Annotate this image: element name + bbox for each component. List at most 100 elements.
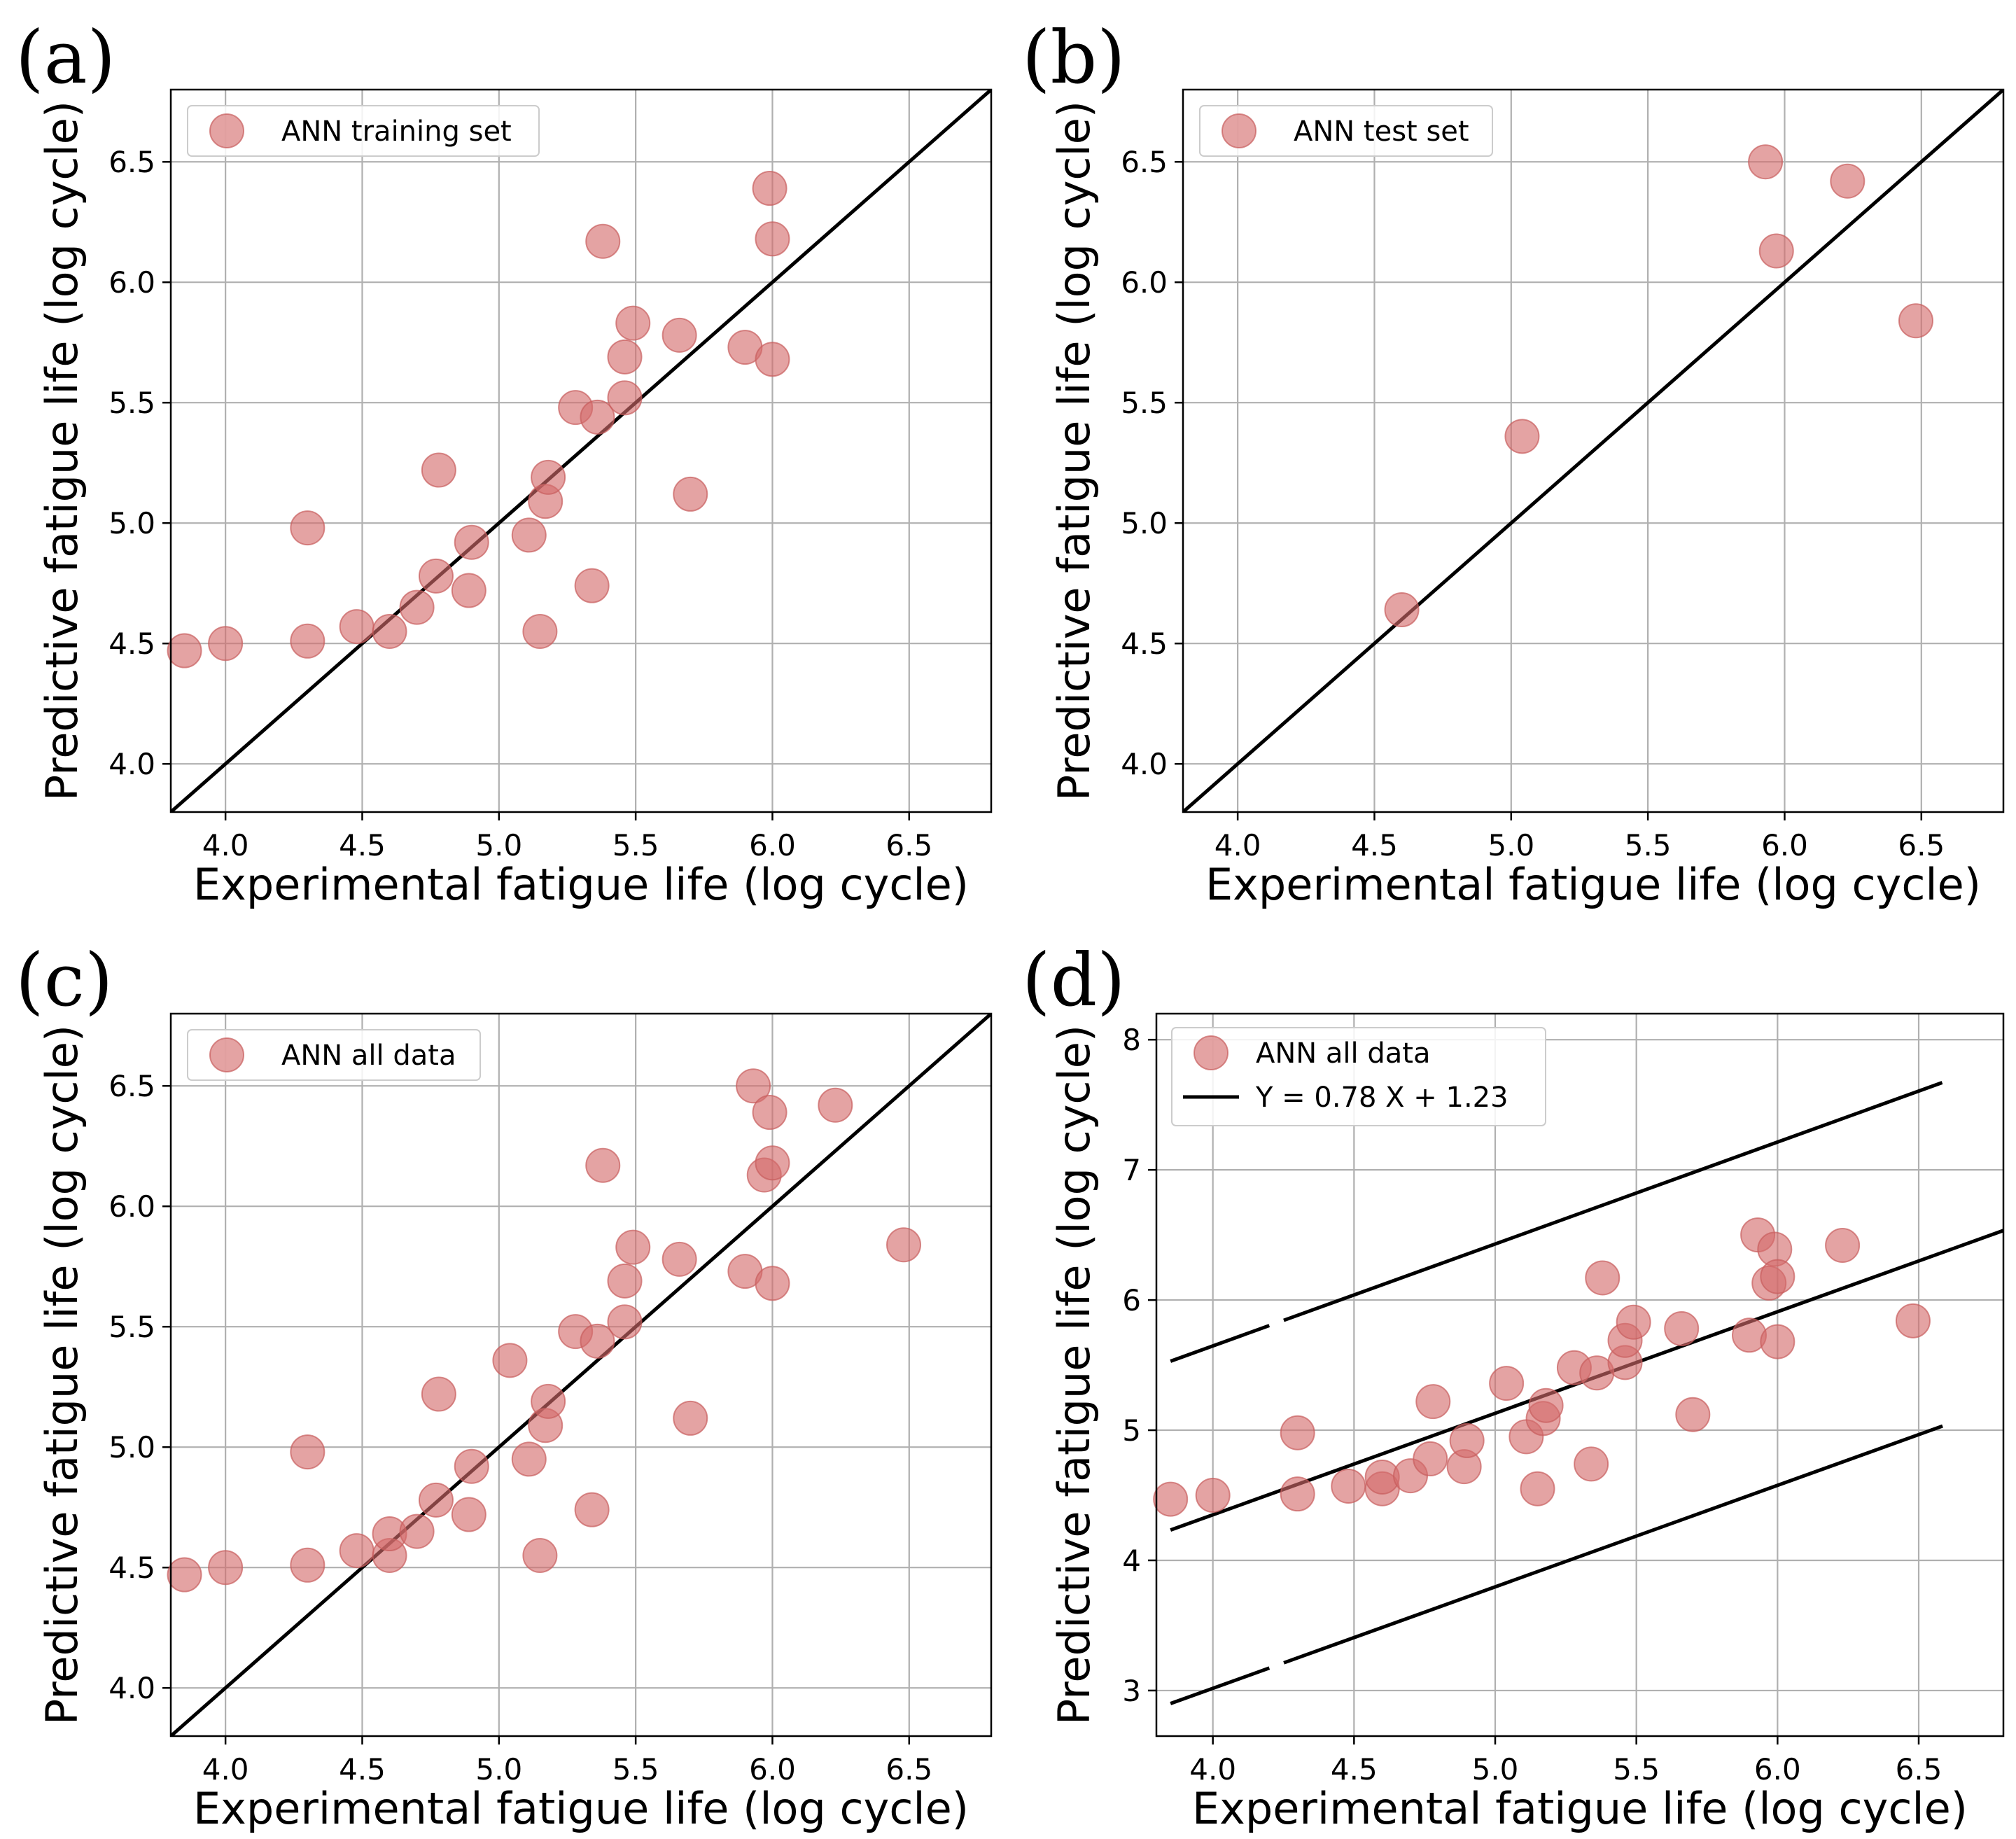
data-point — [607, 1304, 643, 1340]
data-point — [531, 459, 566, 495]
data-point — [1413, 1441, 1448, 1476]
panel-label: (c) — [15, 937, 113, 1023]
data-point — [290, 623, 326, 659]
identity-line — [171, 90, 991, 812]
data-point — [511, 517, 547, 553]
data-point — [1520, 1471, 1555, 1506]
y-tick-label: 4.0 — [108, 1671, 155, 1705]
data-point — [1574, 1446, 1609, 1482]
x-tick-label: 6.5 — [886, 828, 932, 862]
data-point — [1280, 1415, 1315, 1450]
x-tick-label: 4.5 — [339, 828, 386, 862]
data-point — [1528, 1387, 1564, 1423]
legend-marker — [1194, 1035, 1228, 1070]
data-point — [580, 1323, 615, 1359]
x-axis-label: Experimental fatigue life (log cycle) — [193, 859, 969, 910]
y-axis-label: Predictive fatigue life (log cycle) — [1049, 101, 1100, 801]
x-tick-label: 4.0 — [202, 1752, 249, 1786]
y-tick-label: 5.0 — [108, 1430, 155, 1464]
data-point — [574, 1492, 610, 1527]
panel-label: (b) — [1022, 15, 1126, 100]
x-tick-label: 4.5 — [1331, 1752, 1378, 1786]
data-point — [755, 1145, 790, 1181]
x-tick-label: 4.0 — [1189, 1752, 1236, 1786]
y-tick-label: 6.5 — [108, 145, 155, 179]
identity-line — [171, 1014, 991, 1736]
x-tick-label: 5.5 — [1613, 1752, 1660, 1786]
data-point — [1758, 233, 1794, 269]
data-point — [399, 589, 435, 625]
x-tick-label: 5.5 — [1625, 828, 1672, 862]
data-point — [451, 1497, 486, 1532]
data-point — [755, 342, 790, 377]
x-tick-label: 5.5 — [612, 1752, 659, 1786]
plot-frame — [169, 88, 993, 813]
plot-frame — [1155, 1012, 2005, 1737]
data-point — [339, 1533, 374, 1569]
data-point — [454, 524, 489, 560]
data-point — [607, 380, 643, 416]
data-point — [1504, 419, 1540, 454]
data-point — [290, 510, 326, 546]
panel-c: (c)4.0 4.5 5.0 5.5 6.0 6.54.04.55.05.56.06.5E… — [15, 937, 993, 1834]
data-point — [615, 1229, 651, 1265]
data-point — [511, 1441, 547, 1477]
x-tick-label: 4.0 — [202, 828, 249, 862]
data-point — [585, 223, 621, 259]
data-point — [1280, 1476, 1315, 1512]
y-tick-label: 6.5 — [108, 1069, 155, 1103]
y-tick-label: 4.0 — [1121, 747, 1168, 781]
data-point — [585, 1147, 621, 1183]
data-point — [531, 1383, 566, 1419]
data-point — [580, 399, 615, 435]
data-point — [662, 1241, 697, 1277]
y-tick-label: 8 — [1122, 1023, 1141, 1057]
legend-frame — [1199, 105, 1493, 157]
x-tick-label: 6.5 — [1898, 828, 1945, 862]
scatter-points — [1153, 1217, 1931, 1517]
y-tick-label: 7 — [1122, 1153, 1141, 1187]
data-point — [492, 1343, 528, 1378]
data-point — [818, 1087, 853, 1123]
data-point — [1331, 1468, 1366, 1504]
data-point — [1585, 1260, 1620, 1296]
data-point — [522, 1538, 558, 1573]
y-tick-label: 5.5 — [1121, 386, 1168, 420]
plot-lines — [171, 90, 991, 812]
panel-d: (d) 4.0 4.5 5.0 5.5 6.0 6.5 3 4 5 6 7 8 Experimental … — [1022, 937, 2005, 1834]
data-point — [673, 1400, 708, 1436]
data-point — [1195, 1478, 1231, 1513]
x-tick-label: 6.0 — [1761, 828, 1808, 862]
legend-label: ANN all data — [281, 1040, 456, 1072]
data-point — [615, 305, 651, 341]
x-tick-label: 6.0 — [749, 828, 796, 862]
data-point — [755, 1266, 790, 1301]
x-tick-label: 5.0 — [1488, 828, 1534, 862]
x-tick-label: 4.5 — [339, 1752, 386, 1786]
y-tick-label: 6.0 — [108, 1189, 155, 1224]
legend: ANN all data Y = 0.78 X + 1.23 — [1171, 1027, 1546, 1126]
legend-marker — [209, 1037, 244, 1072]
data-point — [290, 1434, 326, 1470]
plot-lines — [1183, 90, 2003, 812]
scatter-points — [1384, 144, 1933, 628]
y-axis-label: Predictive fatigue life (log cycle) — [1049, 1025, 1100, 1725]
legend-marker — [1222, 113, 1256, 148]
data-point — [752, 171, 788, 207]
x-tick-label: 5.0 — [1472, 1752, 1519, 1786]
panel-label: (d) — [1022, 937, 1126, 1023]
data-point — [1384, 592, 1420, 628]
x-tick-label: 4.5 — [1351, 828, 1398, 862]
panel-label: (a) — [15, 15, 115, 100]
plot-frame — [169, 1012, 993, 1737]
data-point — [574, 568, 610, 603]
data-point — [1830, 163, 1865, 199]
x-tick-label: 6.5 — [1896, 1752, 1942, 1786]
data-point — [167, 1557, 202, 1593]
y-axis-label: Predictive fatigue life (log cycle) — [36, 101, 88, 801]
legend-marker — [209, 113, 244, 148]
y-tick-label: 5.0 — [108, 506, 155, 540]
data-point — [886, 1227, 921, 1263]
x-tick-label: 6.0 — [749, 1752, 796, 1786]
y-tick-label: 4 — [1122, 1544, 1141, 1578]
